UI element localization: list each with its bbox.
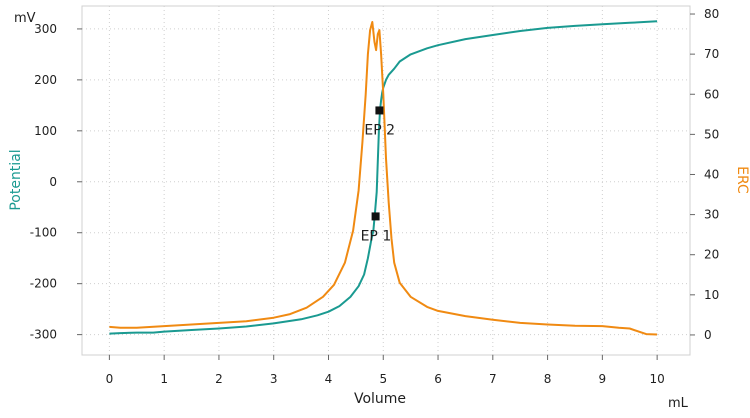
x-tick-label: 6 [434,372,442,386]
y-left-tick-label: -100 [30,226,57,240]
plot-frame [81,5,691,356]
x-tick-label: 9 [599,372,607,386]
y-left-tick-label: 0 [49,175,57,189]
left-axis-unit: mV [14,11,36,26]
y-right-tick-label: 50 [704,127,719,141]
ep-label-1: EP 1 [361,228,392,244]
y-axis-left: -300 -200 -100 0 100 200 300 [30,22,82,342]
y-right-tick-label: 0 [704,328,712,342]
x-tick-label: 10 [649,372,664,386]
x-tick-label: 4 [325,372,333,386]
y-right-tick-label: 70 [704,47,719,61]
y-left-tick-label: -300 [30,328,57,342]
x-tick-label: 2 [215,372,223,386]
y-left-tick-label: 300 [34,22,57,36]
y-right-tick-label: 40 [704,167,719,181]
y-left-tick-label: -200 [30,277,57,291]
y-right-tick-label: 80 [704,7,719,21]
series-line-erc [109,21,658,336]
ep-label-2: EP 2 [364,122,395,138]
y-left-tick-label: 200 [34,73,57,87]
y-right-tick-label: 60 [704,87,719,101]
x-tick-label: 3 [270,372,278,386]
y-right-tick-label: 30 [704,208,719,222]
y-right-tick-label: 10 [704,288,719,302]
x-tick-label: 8 [544,372,552,386]
y-right-tick-label: 20 [704,248,719,262]
x-axis: 0 1 2 3 4 5 6 7 8 9 10 [106,355,665,386]
ep-marker-1 [371,212,380,221]
x-axis-unit: mL [668,396,689,411]
x-tick-label: 5 [379,372,387,386]
x-tick-label: 7 [489,372,497,386]
y-axis-right: 0 10 20 30 40 50 60 70 80 [690,7,719,342]
right-axis-title: ERC [734,166,750,194]
left-axis-title: Potential [8,149,24,210]
x-axis-title: Volume [354,391,406,407]
x-tick-label: 1 [160,372,168,386]
markers-group: EP 1 EP 2 [361,106,395,244]
series-group [109,20,658,336]
grid [82,6,690,355]
y-left-tick-label: 100 [34,124,57,138]
ep-marker-2 [375,106,384,115]
series-line-potential [109,20,658,335]
x-tick-label: 0 [106,372,114,386]
